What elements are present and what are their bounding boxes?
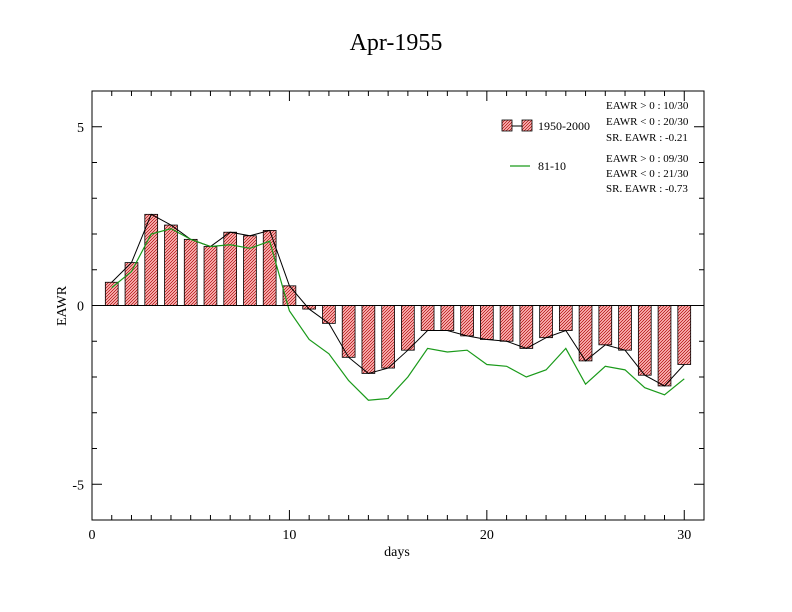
stats-line-negative: EAWR < 0 : 21/30 <box>606 168 689 180</box>
legend-bar-swatch-left <box>501 119 513 132</box>
chart-title: Apr-1955 <box>350 30 443 56</box>
axis-ticks: 0 10 20 30 -5 0 5 <box>72 90 705 543</box>
y-tick-label: 5 <box>77 121 84 136</box>
bar <box>104 281 119 306</box>
bar <box>618 305 632 351</box>
legend-bar-label: 1950-2000 <box>538 119 590 133</box>
bar <box>480 305 494 340</box>
bar <box>598 305 613 346</box>
y-tick-label: 0 <box>77 300 84 315</box>
legend: 1950-2000 81-10 EAWR > 0 : 10/30 EAWR < … <box>501 100 689 195</box>
bar-series-outline <box>111 213 685 387</box>
stats-bar-sr: SR. EAWR : -0.21 <box>606 132 688 144</box>
stats-line-sr: SR. EAWR : -0.73 <box>606 183 688 195</box>
bar <box>381 305 395 369</box>
x-tick-label: 30 <box>677 528 691 543</box>
climatology-line <box>111 227 685 401</box>
bar <box>124 262 139 306</box>
bar <box>578 305 593 362</box>
bar <box>637 305 652 376</box>
bar <box>677 305 692 365</box>
y-tick-label: -5 <box>72 478 84 493</box>
bar <box>519 305 534 349</box>
y-axis-label: EAWR <box>55 285 70 326</box>
bar <box>440 305 455 331</box>
stats-bar-negative: EAWR < 0 : 20/30 <box>606 116 689 128</box>
x-tick-label: 10 <box>282 528 296 543</box>
bar <box>558 305 573 331</box>
bar <box>460 305 474 337</box>
bar <box>539 305 553 339</box>
bar <box>203 246 218 306</box>
bar <box>183 238 198 306</box>
x-axis-label: days <box>384 545 410 560</box>
x-tick-label: 20 <box>480 528 494 543</box>
x-tick-label: 0 <box>89 528 96 543</box>
bar <box>401 305 415 351</box>
legend-line-label: 81-10 <box>538 159 566 173</box>
bar <box>361 305 376 374</box>
bar <box>657 305 672 387</box>
bar <box>499 305 514 342</box>
bar-series <box>104 213 692 387</box>
bar <box>420 305 435 331</box>
bar <box>223 231 238 306</box>
legend-bar-swatch-right <box>521 119 533 132</box>
stats-bar-positive: EAWR > 0 : 10/30 <box>606 100 689 112</box>
stats-line-positive: EAWR > 0 : 09/30 <box>606 153 689 165</box>
bar <box>144 213 159 306</box>
bar <box>164 224 178 306</box>
